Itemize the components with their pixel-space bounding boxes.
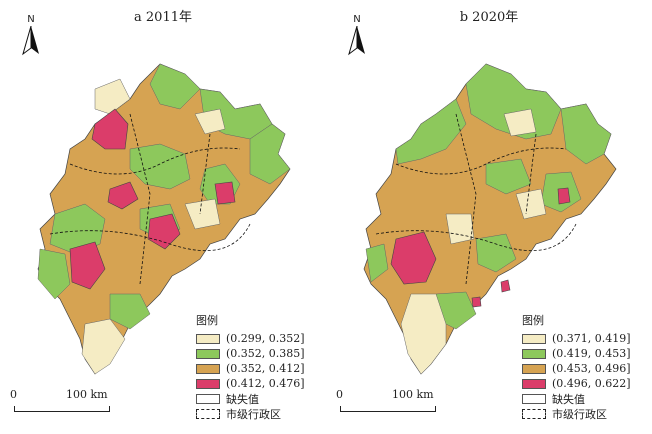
- map-panel-2020: b 2020年 N: [326, 0, 652, 434]
- choropleth-map: [37, 63, 291, 375]
- legend-item-boundary: 市级行政区: [196, 406, 326, 421]
- legend-swatch: [196, 348, 220, 359]
- scale-line: [340, 406, 436, 412]
- legend-item: (0.453, 0.496]: [522, 361, 652, 376]
- legend-title: 图例: [522, 314, 544, 327]
- legend-label: (0.419, 0.453]: [552, 347, 631, 360]
- legend-swatch: [522, 393, 546, 404]
- legend-item-boundary: 市级行政区: [522, 406, 652, 421]
- legend-item: (0.496, 0.622]: [522, 376, 652, 391]
- north-arrow-label: N: [353, 14, 361, 25]
- legend-swatch: [522, 348, 546, 359]
- north-arrow-icon: [22, 26, 39, 56]
- legend-label: 市级行政区: [226, 407, 281, 421]
- legend-label: (0.352, 0.412]: [226, 362, 305, 375]
- legend-label: (0.453, 0.496]: [552, 362, 631, 375]
- legend-label: (0.496, 0.622]: [552, 377, 631, 390]
- legend-swatch: [196, 408, 220, 419]
- panel-title: b 2020年: [459, 10, 519, 25]
- scale-bar: 0 100 km: [336, 388, 446, 420]
- legend-label: 缺失值: [226, 392, 259, 406]
- north-arrow-icon: [348, 26, 365, 56]
- choropleth-map: [363, 63, 617, 375]
- scale-bar: 0 100 km: [10, 388, 120, 420]
- legend-swatch: [522, 333, 546, 344]
- map-legend: 图例 (0.371, 0.419] (0.419, 0.453] (0.453,…: [522, 312, 652, 421]
- legend-label: (0.412, 0.476]: [226, 377, 305, 390]
- legend-swatch: [196, 393, 220, 404]
- scale-start-label: 0: [336, 388, 343, 401]
- legend-item: (0.419, 0.453]: [522, 346, 652, 361]
- legend-swatch: [522, 408, 546, 419]
- legend-swatch: [196, 363, 220, 374]
- legend-item: (0.352, 0.385]: [196, 346, 326, 361]
- scale-end-label: 100 km: [66, 388, 108, 401]
- legend-swatch: [522, 378, 546, 389]
- legend-item-missing: 缺失值: [196, 391, 326, 406]
- legend-item: (0.299, 0.352]: [196, 331, 326, 346]
- legend-item: (0.412, 0.476]: [196, 376, 326, 391]
- north-arrow: N: [18, 14, 44, 58]
- scale-line: [14, 406, 110, 412]
- legend-label: 市级行政区: [552, 407, 607, 421]
- legend-swatch: [196, 378, 220, 389]
- legend-label: 缺失值: [552, 392, 585, 406]
- scale-end-label: 100 km: [392, 388, 434, 401]
- legend-swatch: [522, 363, 546, 374]
- north-arrow-label: N: [27, 14, 35, 25]
- legend-item-missing: 缺失值: [522, 391, 652, 406]
- legend-item: (0.352, 0.412]: [196, 361, 326, 376]
- map-legend: 图例 (0.299, 0.352] (0.352, 0.385] (0.352,…: [196, 312, 326, 421]
- legend-label: (0.299, 0.352]: [226, 332, 305, 345]
- scale-start-label: 0: [10, 388, 17, 401]
- legend-label: (0.352, 0.385]: [226, 347, 305, 360]
- legend-label: (0.371, 0.419]: [552, 332, 631, 345]
- legend-swatch: [196, 333, 220, 344]
- legend-item: (0.371, 0.419]: [522, 331, 652, 346]
- legend-title: 图例: [196, 314, 218, 327]
- north-arrow: N: [344, 14, 370, 58]
- panel-title: a 2011年: [134, 10, 192, 25]
- map-panel-2011: a 2011年 N: [10, 10, 326, 421]
